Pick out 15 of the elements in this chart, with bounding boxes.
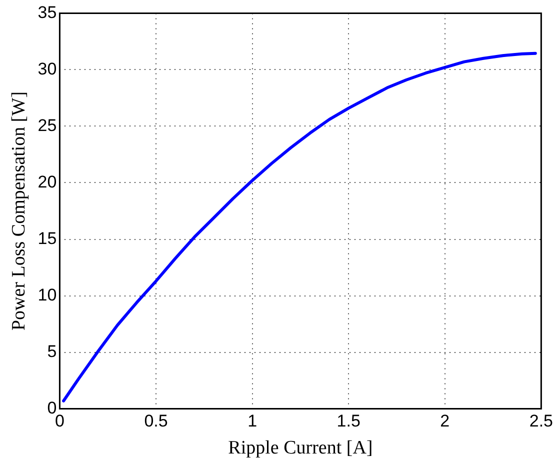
y-tick-label: 30 xyxy=(38,59,57,78)
x-tick-label: 2.5 xyxy=(529,412,554,431)
x-tick-label: 2 xyxy=(440,412,450,431)
y-tick-label: 20 xyxy=(38,172,57,192)
y-tick-label: 5 xyxy=(47,342,57,361)
x-tick-label: 1 xyxy=(248,412,258,431)
y-tick-label: 15 xyxy=(38,228,57,248)
x-tick-label: 0.5 xyxy=(144,412,168,431)
x-tick-label: 1.5 xyxy=(336,412,360,431)
y-axis-title: Power Loss Compensation [W] xyxy=(8,91,30,331)
y-tick-label: 10 xyxy=(38,285,57,304)
y-tick-label: 0 xyxy=(47,398,57,418)
y-tick-label: 35 xyxy=(38,2,57,22)
y-tick-label: 25 xyxy=(38,116,57,135)
x-axis-title: Ripple Current [A] xyxy=(228,438,373,459)
